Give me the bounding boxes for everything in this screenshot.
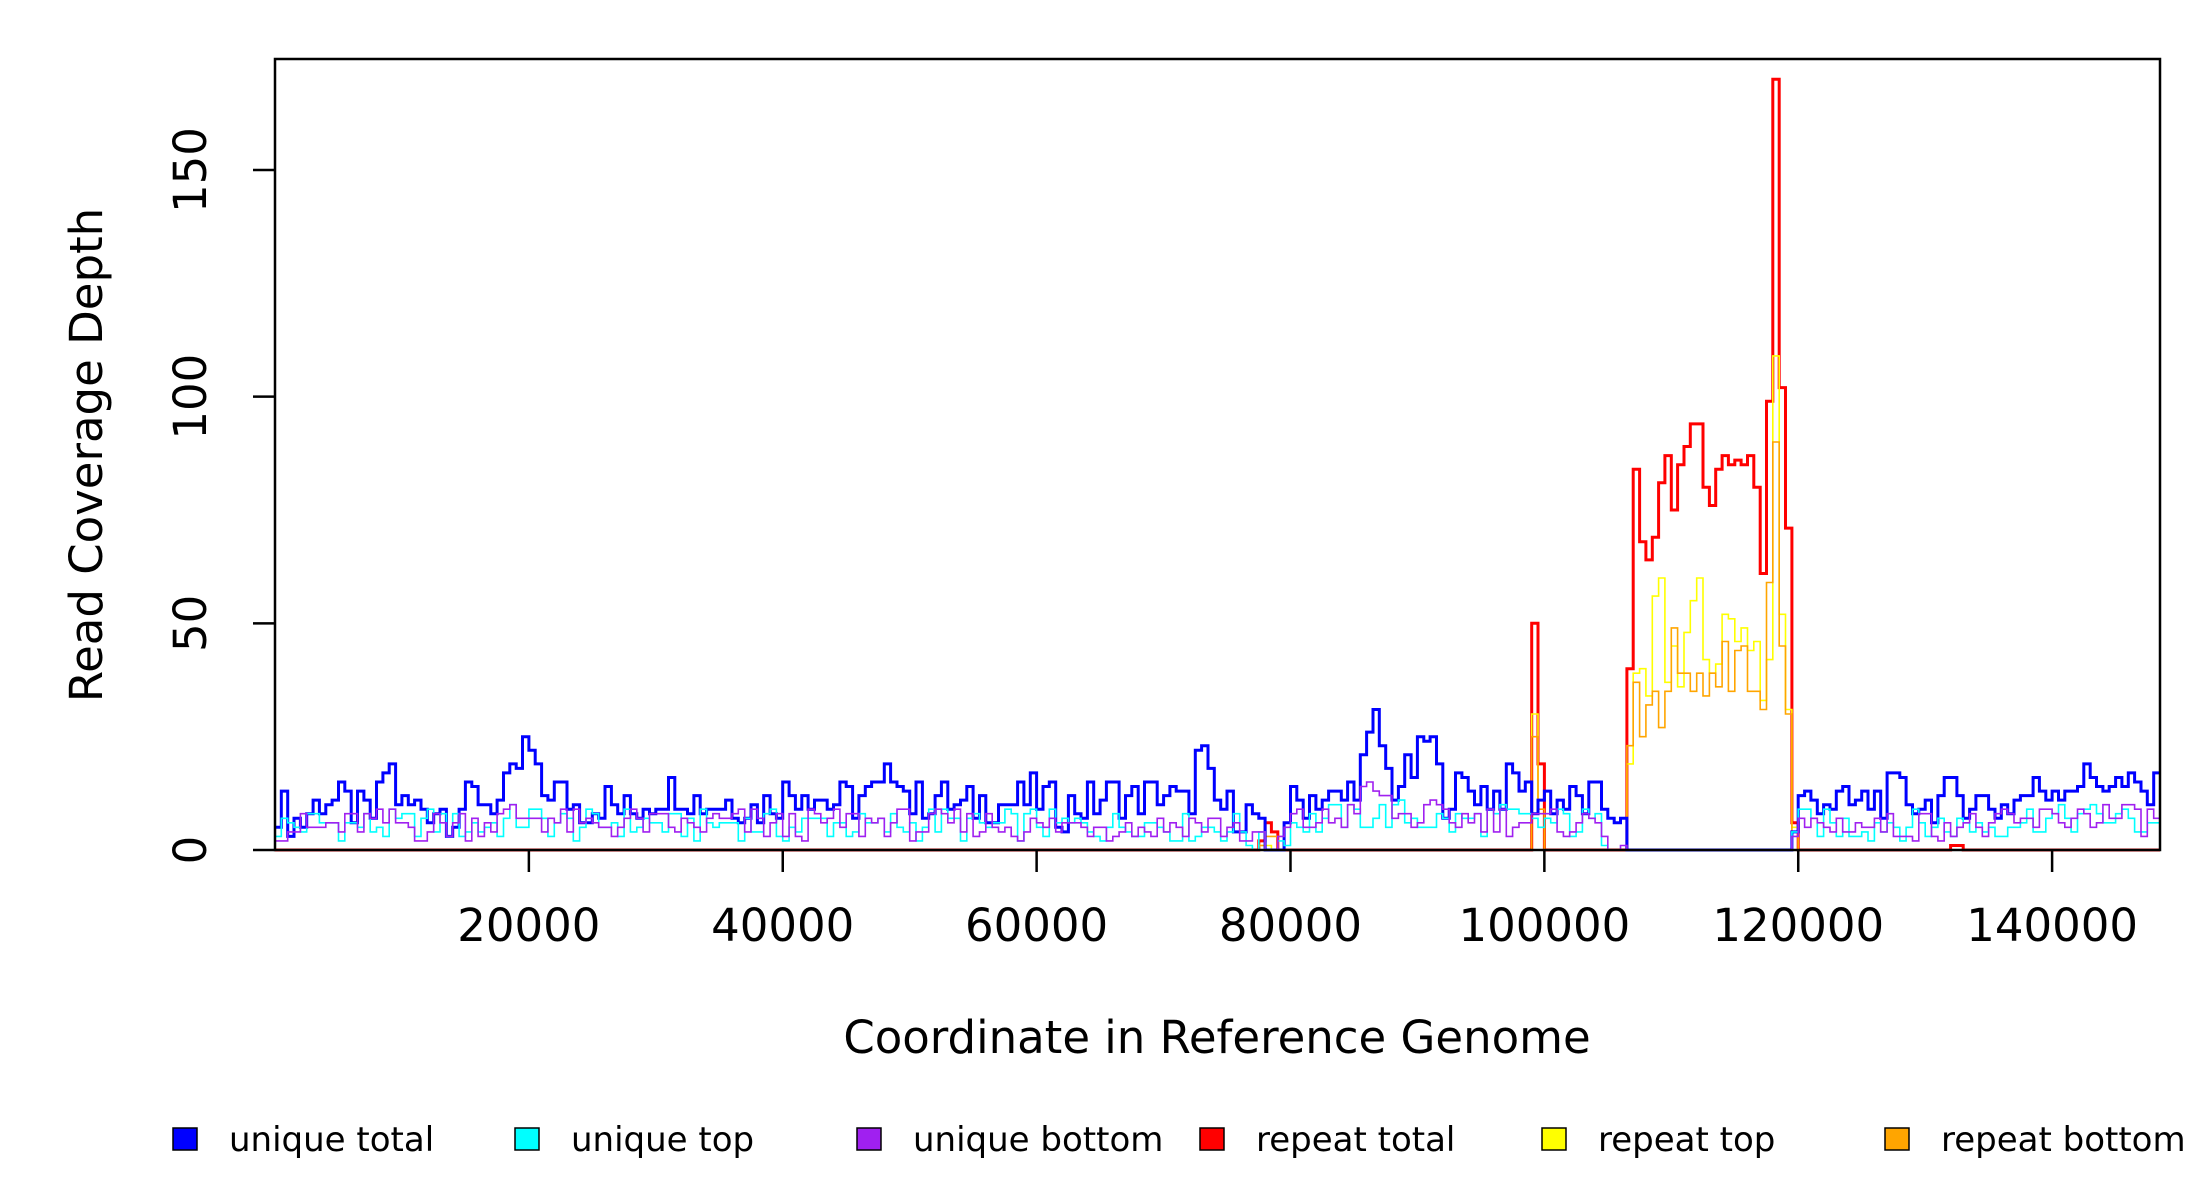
y-axis: 0 50 100 150 bbox=[164, 127, 275, 864]
y-tick-label: 0 bbox=[164, 836, 217, 865]
legend-label: unique bottom bbox=[913, 1120, 1163, 1160]
legend-swatch bbox=[1541, 1127, 1567, 1151]
legend-item-unique-top: unique top bbox=[514, 1120, 754, 1160]
legend-label: unique total bbox=[229, 1120, 434, 1160]
x-tick-label: 100000 bbox=[1458, 899, 1630, 952]
x-tick-label: 140000 bbox=[1966, 899, 2138, 952]
legend-item-repeat-top: repeat top bbox=[1541, 1120, 1775, 1160]
y-tick-label: 100 bbox=[164, 354, 217, 440]
plot-frame bbox=[273, 57, 2162, 852]
legend: unique total unique top unique bottom repea… bbox=[172, 1120, 2186, 1160]
series-line-repeat-top bbox=[275, 355, 2160, 851]
legend-swatch bbox=[1884, 1127, 1910, 1151]
legend-swatch bbox=[856, 1127, 882, 1151]
x-tick-label: 80000 bbox=[1219, 899, 1362, 952]
legend-label: repeat bottom bbox=[1941, 1120, 2186, 1160]
legend-item-unique-bottom: unique bottom bbox=[856, 1120, 1163, 1160]
x-axis: 20000 40000 60000 80000 100000 120000 140000 bbox=[457, 850, 2138, 952]
x-tick-label: 20000 bbox=[457, 899, 600, 952]
series-line-unique-top bbox=[275, 799, 2160, 851]
series-line-repeat-total bbox=[275, 77, 2160, 852]
x-tick-label: 60000 bbox=[965, 899, 1108, 952]
series-layer bbox=[275, 77, 2160, 852]
y-axis-title: Read Coverage Depth bbox=[60, 208, 113, 702]
x-axis-title: Coordinate in Reference Genome bbox=[843, 1011, 1590, 1064]
legend-label: repeat top bbox=[1598, 1120, 1775, 1160]
y-tick-label: 150 bbox=[164, 127, 217, 213]
legend-swatch bbox=[514, 1127, 540, 1151]
series-line-repeat-bottom bbox=[275, 441, 2160, 851]
x-tick-label: 120000 bbox=[1712, 899, 1884, 952]
y-tick-label: 50 bbox=[164, 595, 217, 652]
legend-label: unique top bbox=[571, 1120, 754, 1160]
series-line-unique-total bbox=[275, 708, 2160, 852]
legend-label: repeat total bbox=[1256, 1120, 1455, 1160]
legend-item-repeat-total: repeat total bbox=[1199, 1120, 1455, 1160]
series-line-unique-bottom bbox=[275, 781, 2160, 851]
legend-swatch bbox=[172, 1127, 198, 1151]
legend-item-repeat-bottom: repeat bottom bbox=[1884, 1120, 2186, 1160]
legend-swatch bbox=[1199, 1127, 1225, 1151]
x-tick-label: 40000 bbox=[711, 899, 854, 952]
legend-item-unique-total: unique total bbox=[172, 1120, 434, 1160]
